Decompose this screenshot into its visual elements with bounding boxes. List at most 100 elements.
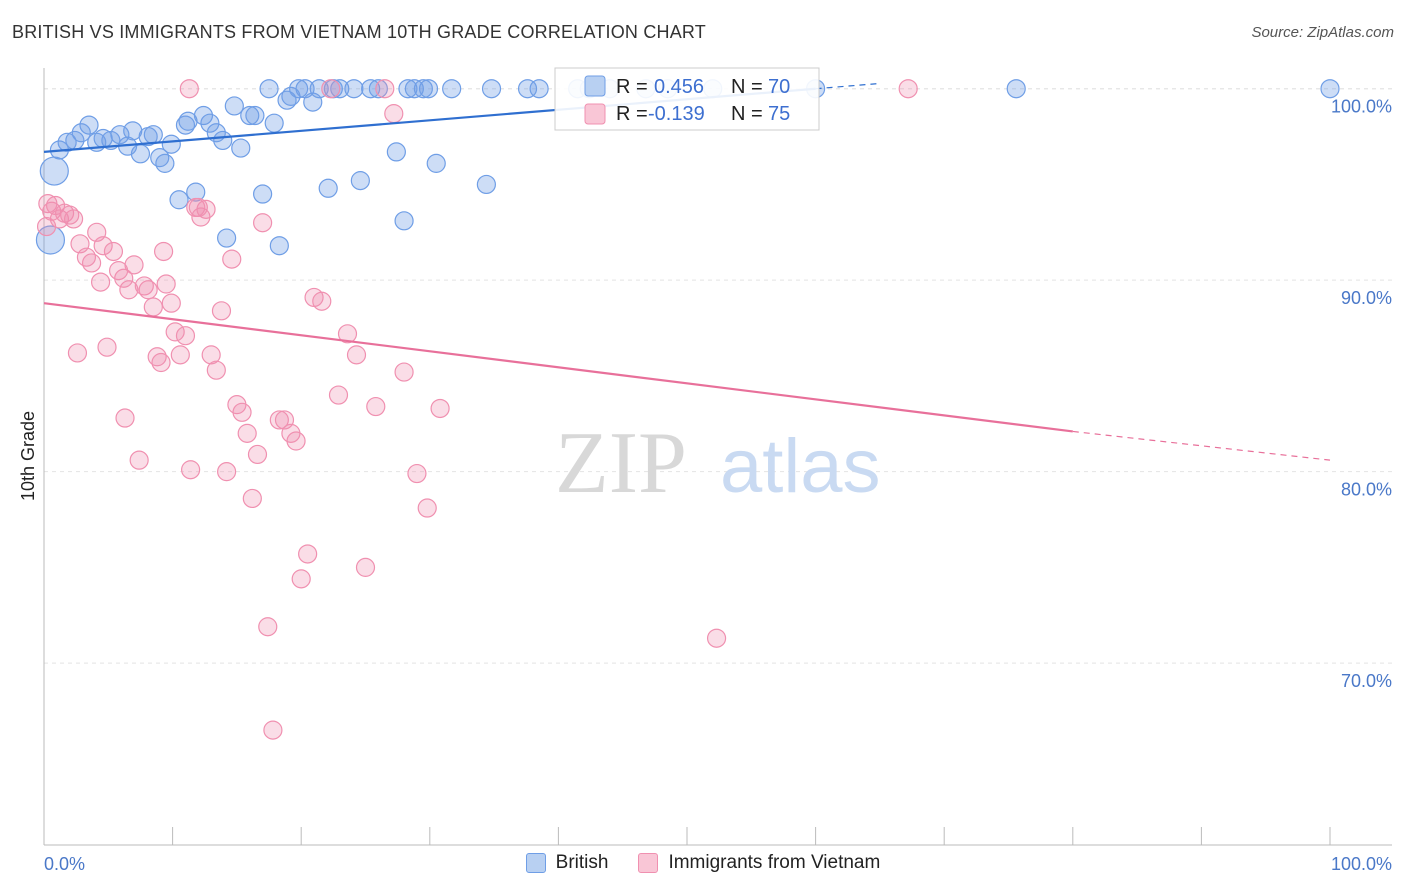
vietnam-point — [366, 396, 386, 417]
vietnam-point — [417, 498, 437, 518]
vietnam-point — [143, 297, 163, 317]
british-point — [39, 156, 69, 186]
watermark: ZIP atlas — [555, 415, 881, 512]
legend-item-vietnam[interactable]: Immigrants from Vietnam — [638, 852, 880, 874]
british-point — [318, 178, 338, 198]
legend-label-vietnam: Immigrants from Vietnam — [668, 852, 881, 873]
vietnam-point — [394, 362, 414, 382]
british-point — [200, 113, 220, 133]
vietnam-swatch — [638, 853, 659, 873]
british-point — [368, 79, 388, 99]
legend-n-value-vietnam: 75 — [768, 103, 790, 125]
british-point — [517, 79, 538, 99]
vietnam-point — [247, 444, 268, 465]
british-point — [476, 174, 496, 195]
vietnam-point — [898, 79, 918, 99]
source-label: Source: ZipAtlas.com — [1251, 24, 1394, 41]
vietnam-point — [129, 450, 149, 470]
vietnam-point — [706, 628, 727, 648]
legend-n-label-british: N = — [731, 76, 763, 98]
british-point — [361, 79, 381, 99]
legend-r-value-british: 0.456 — [654, 76, 704, 98]
x-tick-label-max: 100.0% — [1331, 854, 1392, 874]
british-point — [269, 236, 289, 256]
british-point — [186, 182, 206, 202]
vietnam-point — [217, 462, 237, 482]
y-tick-label-80: 80.0% — [1341, 480, 1392, 500]
vietnam-point — [201, 345, 221, 365]
british-point — [1320, 79, 1340, 99]
tick-labels: 70.0% 80.0% 90.0% 100.0% 0.0% 100.0% — [44, 97, 1392, 874]
vietnam-point — [60, 205, 80, 225]
vietnam-point — [153, 241, 174, 262]
y-axis-title: 10th Grade — [18, 411, 38, 501]
legend-r-label-british: R = — [616, 76, 648, 98]
vietnam-point — [258, 617, 278, 637]
british-point — [442, 79, 462, 99]
british-point — [217, 228, 237, 248]
vietnam-point — [337, 324, 358, 344]
y-tick-label-100: 100.0% — [1331, 97, 1392, 117]
y-tick-label-90: 90.0% — [1341, 288, 1392, 308]
vietnam-point — [355, 557, 376, 577]
legend-n-value-british: 70 — [768, 76, 790, 98]
vietnam-point — [206, 360, 226, 380]
vietnam-point — [196, 199, 216, 219]
vietnam-point — [232, 402, 252, 422]
legend-swatch-vietnam — [584, 103, 606, 125]
british-point — [398, 79, 418, 99]
british-point — [426, 153, 446, 173]
grid-lines — [44, 88, 1392, 664]
x-tick-label-min: 0.0% — [44, 854, 85, 874]
vietnam-point — [179, 79, 199, 99]
vietnam-point — [63, 209, 84, 229]
vietnam-point — [181, 460, 201, 480]
vietnam-point — [97, 337, 117, 357]
british-point — [277, 90, 297, 110]
british-point — [481, 79, 502, 99]
british-point — [394, 211, 414, 231]
vietnam-point — [237, 423, 257, 443]
vietnam-point — [263, 720, 283, 740]
vietnam-point — [253, 213, 273, 233]
vietnam-point — [138, 280, 158, 300]
vietnam-point — [328, 385, 349, 405]
legend-item-british[interactable]: British — [525, 852, 608, 874]
british-point — [240, 105, 260, 126]
british-point — [161, 134, 181, 154]
british-point — [418, 79, 439, 99]
vietnam-point — [115, 408, 135, 428]
vietnam-point — [124, 255, 144, 275]
vietnam-point — [291, 569, 311, 589]
british-swatch — [525, 853, 546, 873]
british-point — [150, 148, 170, 168]
vietnam-point — [165, 322, 185, 342]
vietnam-point — [114, 268, 134, 288]
vietnam-trend-extension — [1072, 430, 1331, 461]
vietnam-point — [134, 276, 154, 296]
british-point — [143, 125, 163, 145]
vietnam-point — [211, 301, 232, 321]
british-point — [245, 105, 265, 126]
y-tick-label-70: 70.0% — [1341, 671, 1392, 691]
british-point — [110, 125, 130, 145]
british-point — [309, 79, 329, 99]
vietnam-point — [156, 274, 176, 294]
british-point — [79, 115, 99, 135]
vietnam-point — [188, 197, 208, 218]
axes — [43, 68, 1392, 846]
british-point — [169, 190, 189, 210]
british-point — [35, 225, 66, 255]
british-point — [344, 79, 364, 99]
watermark-zip: ZIP — [555, 415, 687, 512]
british-point — [213, 130, 233, 151]
vietnam-point — [76, 247, 97, 267]
vietnam-point — [103, 241, 124, 262]
vietnam-point — [81, 253, 102, 273]
legend-r-value-vietnam: -0.139 — [648, 103, 705, 125]
vietnam-point — [222, 249, 242, 269]
vietnam-point — [90, 272, 111, 292]
vietnam-point — [430, 398, 450, 419]
legend-swatch-british — [584, 75, 606, 97]
vietnam-point — [36, 216, 57, 237]
